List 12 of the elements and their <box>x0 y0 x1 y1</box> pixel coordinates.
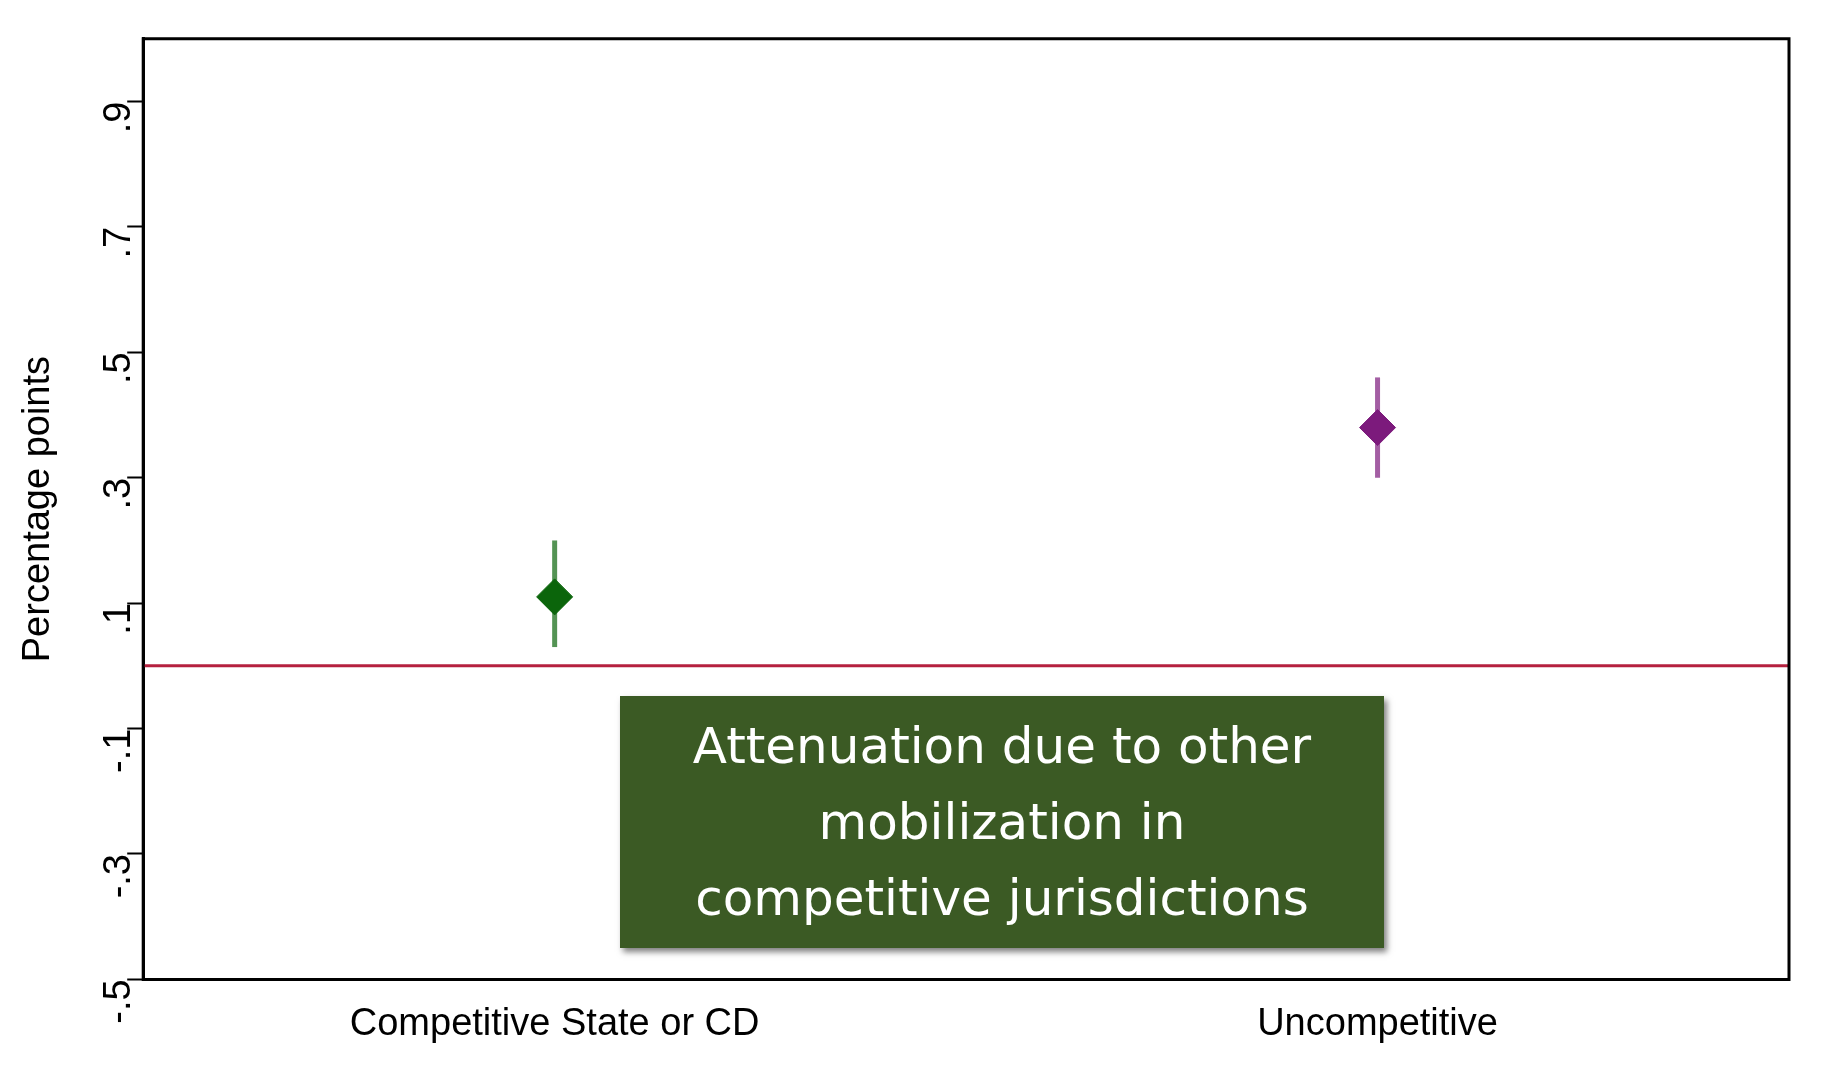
y-tick-label: -.1 <box>95 728 138 773</box>
x-tick-label: Uncompetitive <box>1257 1000 1498 1043</box>
y-axis-title: Percentage points <box>15 355 58 663</box>
y-tick-label: .3 <box>95 477 138 510</box>
annotation: Attenuation due to other mobilization in competitive jurisdictions <box>620 696 1384 948</box>
y-tick-label: -.5 <box>95 979 138 1024</box>
y-tick-label: .7 <box>95 226 138 259</box>
y-tick-label: .1 <box>95 603 138 635</box>
x-tick-label: Competitive State or CD <box>349 1000 760 1043</box>
y-tick-label: .5 <box>95 352 138 385</box>
y-tick-label: -.3 <box>95 853 138 899</box>
y-tick-label: .9 <box>95 101 138 134</box>
